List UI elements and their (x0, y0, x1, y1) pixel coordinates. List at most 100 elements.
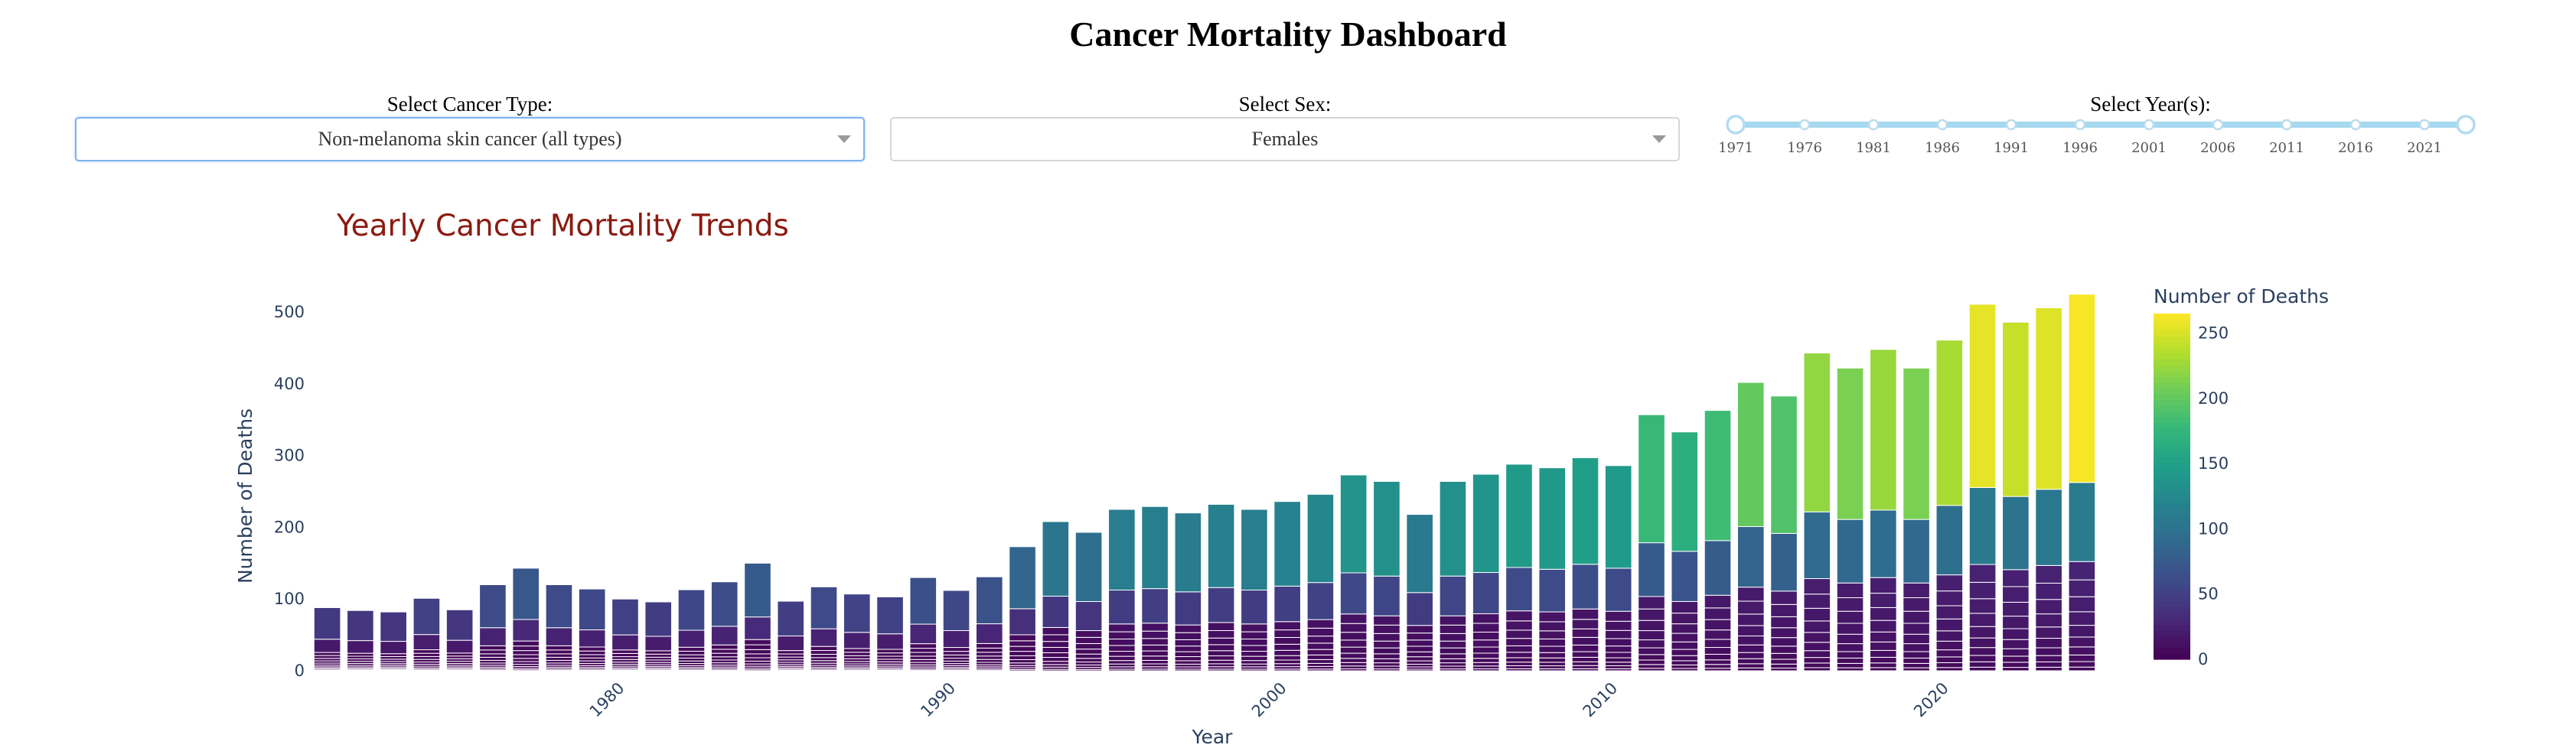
slider-mark-label: 2006 (2200, 140, 2235, 156)
bar-segment (1339, 652, 1368, 659)
bar-segment (1903, 597, 1930, 612)
chart-title: Yearly Cancer Mortality Trends (336, 209, 789, 243)
bar-segment (1770, 652, 1798, 660)
bar-segment (1505, 463, 1533, 568)
colorbar-step (2154, 394, 2190, 401)
bar-segment (1870, 631, 1897, 642)
bar-segment (2068, 654, 2096, 662)
bar-segment (1638, 630, 1665, 641)
bar-segment (1439, 662, 1467, 667)
bar-segment (1571, 644, 1599, 652)
slider-handle-start[interactable] (1726, 115, 1746, 135)
bar-segment (1638, 414, 1665, 544)
bar-segment (1108, 655, 1136, 662)
bar-segment (1836, 662, 1864, 668)
bar-segment (744, 653, 771, 659)
bar-segment (1604, 610, 1632, 622)
bar-segment (2002, 586, 2030, 603)
bar-segment (1074, 653, 1103, 659)
bar-segment (1870, 620, 1897, 633)
bar-segment (1903, 633, 1930, 645)
bar-segment (512, 650, 540, 655)
bar-segment (1406, 514, 1433, 594)
bar-segment (545, 659, 573, 664)
bar-segment (1439, 624, 1467, 634)
colorbar-step (2154, 365, 2190, 372)
year-range-slider[interactable]: 1971 1976 1981 1986 1991 1996 2001 2006 2011 2016… (1718, 115, 2476, 156)
bar-1982 (677, 589, 706, 672)
colorbar-step (2154, 388, 2190, 395)
cancer-type-dropdown[interactable]: Non-melanoma skin cancer (all types) (75, 117, 865, 161)
bar-segment (710, 581, 739, 627)
bar-segment (412, 655, 441, 660)
bar-segment (644, 636, 673, 652)
bar-segment (1638, 639, 1665, 649)
bar-segment (1638, 659, 1665, 665)
y-tick-label: 200 (274, 518, 305, 536)
bar-segment (810, 646, 838, 652)
bar-segment (1968, 666, 1997, 672)
bar-segment (1638, 620, 1665, 632)
colorbar-step (2154, 567, 2190, 574)
bar-segment (1174, 639, 1202, 647)
bar-segment (1704, 629, 1732, 640)
bar-segment (545, 653, 573, 658)
bar-segment (611, 659, 639, 663)
sex-dropdown[interactable]: Females (890, 117, 1680, 161)
bar-segment (1339, 613, 1368, 624)
colorbar-step (2154, 590, 2190, 597)
bar-segment (1339, 639, 1368, 648)
bar-segment (1538, 630, 1567, 639)
bar-1989 (909, 577, 937, 672)
bar-segment (644, 601, 673, 637)
bar-segment (2002, 655, 2030, 663)
bar-segment (1108, 590, 1136, 625)
colorbar-step (2154, 555, 2190, 562)
bar-segment (1704, 664, 1732, 669)
bar-segment (1736, 613, 1765, 626)
bar-segment (1736, 600, 1765, 615)
bar-segment (1373, 658, 1400, 664)
bar-segment (1935, 662, 1964, 668)
colorbar-tick-label: 150 (2198, 454, 2229, 473)
bar-segment (380, 653, 407, 657)
bar-segment (1968, 655, 1997, 662)
bar-segment (1968, 581, 1997, 600)
bar-segment (1538, 662, 1567, 667)
bar-segment (1273, 663, 1301, 668)
bar-segment (445, 652, 474, 657)
bar-segment (1406, 663, 1433, 668)
slider-handle-end[interactable] (2456, 115, 2476, 135)
bar-segment (445, 639, 474, 654)
bar-segment (578, 654, 606, 659)
bar-1981 (644, 601, 673, 672)
bar-segment (2002, 639, 2030, 649)
bar-segment (1968, 486, 1997, 565)
bar-segment (1472, 652, 1500, 659)
bar-segment (1935, 590, 1964, 607)
bar-segment (1770, 663, 1798, 669)
bar-segment (545, 627, 573, 646)
bar-segment (710, 649, 739, 654)
bar-segment (1207, 650, 1235, 657)
bar-segment (1406, 646, 1433, 652)
bar-2024 (2068, 294, 2096, 672)
bar-segment (1903, 367, 1930, 520)
bar-segment (976, 623, 1003, 644)
bar-segment (744, 649, 771, 655)
bar-segment (611, 649, 639, 654)
bar-segment (1836, 582, 1864, 598)
x-tick-label: 2010 (1580, 679, 1622, 721)
bar-segment (1638, 654, 1665, 661)
bar-segment (1770, 659, 1798, 665)
bar-segment (777, 656, 805, 661)
bar-segment (1306, 582, 1335, 620)
bar-segment (611, 656, 639, 660)
bar-segment (1373, 640, 1400, 649)
bar-segment (2068, 596, 2096, 613)
bar-2001 (1306, 493, 1335, 672)
bar-segment (876, 649, 904, 654)
bar-1985 (777, 600, 805, 672)
x-tick-label: 2000 (1248, 679, 1290, 721)
bar-segment (1141, 588, 1169, 624)
